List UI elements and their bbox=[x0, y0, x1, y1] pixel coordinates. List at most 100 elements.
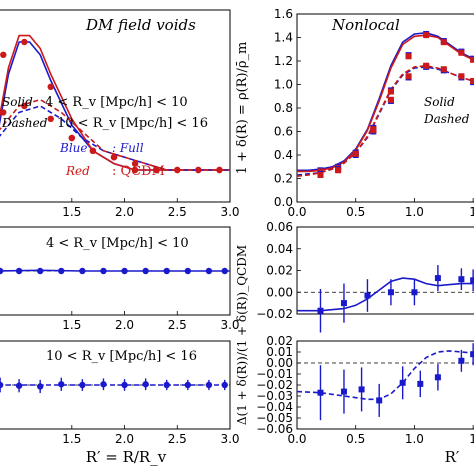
data-point bbox=[352, 150, 359, 157]
data-point bbox=[205, 381, 213, 389]
data-point bbox=[423, 32, 430, 39]
data-point bbox=[21, 102, 28, 110]
data-point bbox=[0, 267, 4, 275]
x-tick-label: 3.0 bbox=[220, 205, 239, 219]
data-point bbox=[58, 381, 65, 388]
data-point bbox=[458, 49, 465, 56]
y-tick-label: 1.2 bbox=[274, 54, 293, 68]
data-point bbox=[335, 167, 342, 174]
legend-dashed-label: Dashed bbox=[423, 112, 470, 126]
y-tick-label: 0.2 bbox=[274, 172, 293, 186]
data-point bbox=[317, 307, 324, 314]
data-point bbox=[417, 380, 424, 387]
data-point bbox=[21, 38, 28, 46]
data-point bbox=[184, 267, 192, 275]
y-tick-label: 0.00 bbox=[266, 285, 293, 299]
x-tick-label: 0.0 bbox=[287, 205, 306, 219]
y-tick-label: 0.00 bbox=[266, 356, 293, 370]
y-tick-label: 0.4 bbox=[274, 148, 293, 162]
panel-label: 10 < R_v [Mpc/h] < 16 bbox=[46, 349, 197, 364]
data-point bbox=[0, 109, 7, 116]
x-tick-label: 1.0 bbox=[405, 205, 424, 219]
data-point bbox=[405, 53, 412, 60]
legend-blue-label: Blue bbox=[59, 141, 88, 155]
y-tick-label: −0.01 bbox=[256, 367, 293, 381]
data-point bbox=[142, 381, 149, 388]
data-point bbox=[47, 83, 54, 91]
data-point bbox=[15, 382, 23, 389]
data-point bbox=[387, 88, 394, 95]
data-point bbox=[434, 374, 441, 381]
y-tick-label: 1.6 bbox=[274, 7, 293, 21]
data-point bbox=[340, 300, 347, 307]
data-point bbox=[221, 267, 228, 275]
data-point bbox=[0, 381, 4, 389]
x-tick-label: 2.0 bbox=[115, 205, 134, 219]
x-tick-label: 2.5 bbox=[168, 432, 187, 446]
legend-solid-range: 4 < R_v [Mpc/h] < 10 bbox=[45, 95, 188, 110]
x-tick-label: 1.5 bbox=[62, 318, 81, 332]
x-axis-label: R′ = R/R_v bbox=[86, 448, 167, 466]
legend-dashed-range: 10 < R_v [Mpc/h] < 16 bbox=[57, 116, 208, 131]
data-point bbox=[458, 357, 465, 364]
x-tick-label: 1 bbox=[469, 432, 474, 446]
series-line bbox=[0, 269, 230, 272]
data-point bbox=[121, 381, 128, 389]
data-point bbox=[174, 166, 181, 174]
y-axis-label: Δ(1 + δ(R))/(1 + δ(R))_QCDM bbox=[235, 245, 249, 425]
data-point bbox=[184, 381, 192, 389]
data-point bbox=[195, 166, 202, 174]
data-point bbox=[370, 127, 377, 134]
data-point bbox=[317, 389, 324, 396]
x-axis-label: R′ bbox=[445, 448, 460, 466]
data-point bbox=[131, 166, 139, 174]
x-tick-label: 0.5 bbox=[346, 205, 365, 219]
data-point bbox=[36, 267, 44, 275]
data-point bbox=[15, 267, 23, 275]
legend-red-label: Red bbox=[65, 164, 90, 178]
y-axis-label: 1 + δ(R) = ρ(R)/ρ̄_m bbox=[235, 42, 250, 175]
data-point bbox=[470, 56, 474, 63]
data-point bbox=[317, 171, 324, 178]
data-point bbox=[440, 39, 447, 46]
y-tick-label: 0.0 bbox=[274, 195, 293, 209]
x-tick-label: 1.5 bbox=[62, 205, 81, 219]
x-tick-label: 3.0 bbox=[220, 432, 239, 446]
panel-mid-left: 4 < R_v [Mpc/h] < 10 1.5 2.0 2.5 3.0 bbox=[0, 226, 240, 332]
y-tick-label: 1.4 bbox=[274, 31, 293, 45]
panel-bottom-left: 10 < R_v [Mpc/h] < 16 1.5 2.0 2.5 3.0 R′ = … bbox=[0, 340, 240, 466]
x-tick-label: 1.5 bbox=[62, 432, 81, 446]
series-line bbox=[297, 277, 474, 312]
panel-top-left: DM field voids Solid 4 < R_v [Mpc/h] < 1… bbox=[0, 9, 240, 219]
panel-title: DM field voids bbox=[85, 16, 196, 34]
panel-bottom-right: 0.0 0.5 1.0 1 −0.06−0.05−0.04−0.03−0.02−0.0… bbox=[235, 245, 474, 466]
legend-solid-label: Solid bbox=[2, 95, 33, 109]
y-tick-label: 0.04 bbox=[266, 242, 293, 256]
x-tick-label: 0.5 bbox=[346, 432, 365, 446]
x-tick-label: 2.5 bbox=[168, 205, 187, 219]
y-tick-label: 0.06 bbox=[266, 220, 293, 234]
data-point bbox=[163, 267, 170, 275]
data-point bbox=[358, 386, 365, 393]
axes-frame bbox=[296, 340, 474, 430]
panel-title: Nonlocal bbox=[331, 16, 400, 34]
legend-solid-label: Solid bbox=[424, 95, 455, 109]
x-tick-label: 2.0 bbox=[115, 432, 134, 446]
data-point bbox=[131, 160, 139, 167]
data-point bbox=[79, 267, 86, 275]
data-point bbox=[399, 379, 406, 386]
data-point bbox=[163, 381, 170, 389]
legend-blue-value: : Full bbox=[112, 141, 144, 155]
y-tick-label: 0.02 bbox=[266, 264, 293, 278]
y-tick-label: 0.02 bbox=[266, 334, 293, 348]
y-tick-label: −0.06 bbox=[256, 422, 293, 436]
panel-top-right: Nonlocal Solid Dashed 0.0 0.5 1.0 1 0.0 0.2 0… bbox=[235, 7, 474, 219]
x-tick-label: 1 bbox=[469, 205, 474, 219]
y-tick-label: −0.02 bbox=[256, 378, 293, 392]
x-tick-label: 3.0 bbox=[220, 318, 239, 332]
data-point bbox=[387, 289, 394, 296]
panel-label: 4 < R_v [Mpc/h] < 10 bbox=[46, 236, 189, 251]
data-point bbox=[100, 267, 107, 275]
data-point bbox=[376, 397, 383, 404]
data-point bbox=[411, 289, 418, 296]
